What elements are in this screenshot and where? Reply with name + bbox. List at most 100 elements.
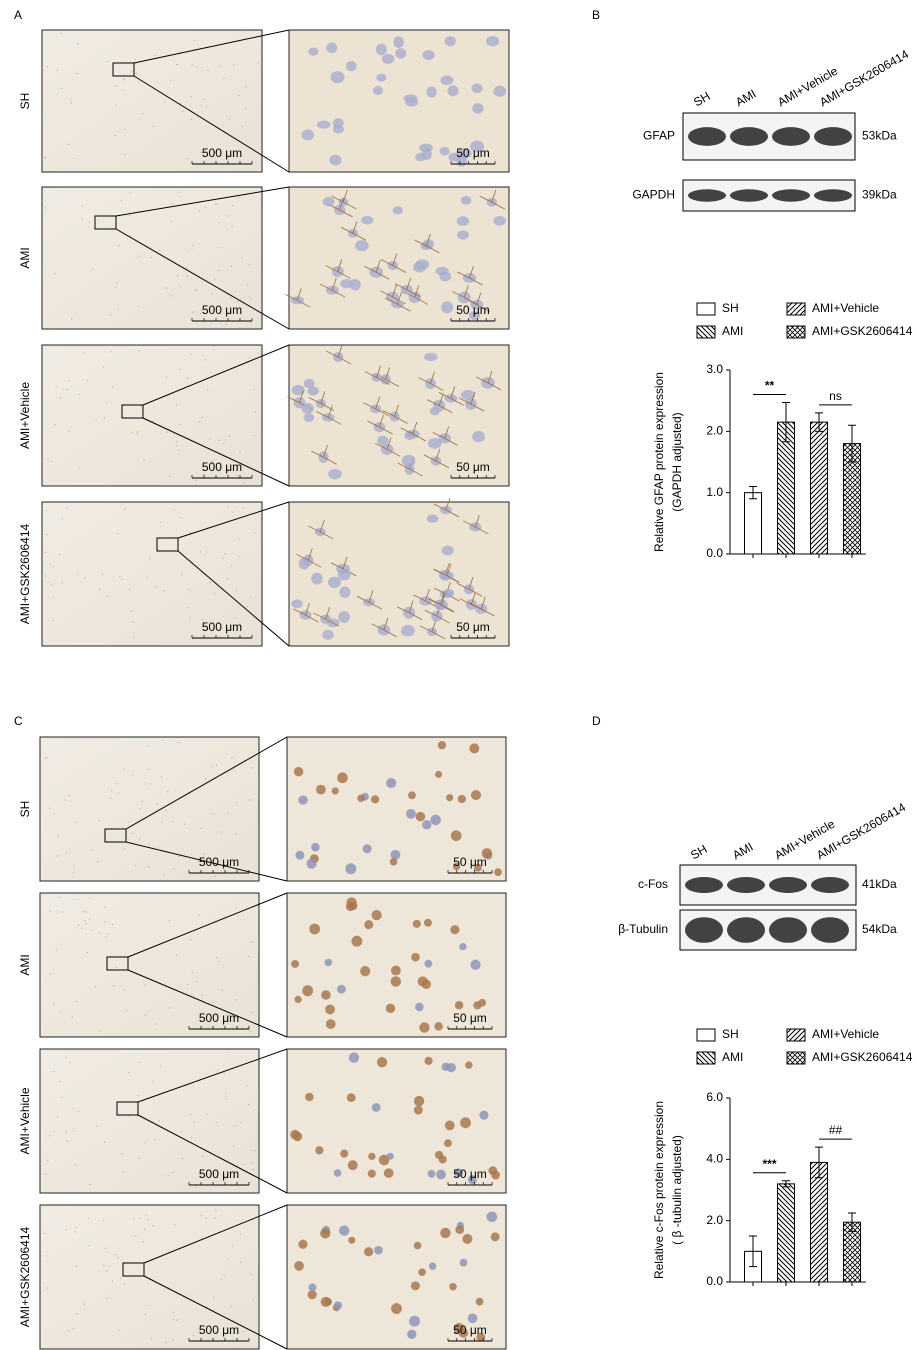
tissue-speck — [225, 323, 227, 326]
tissue-speck — [229, 118, 231, 120]
tissue-speck — [200, 828, 202, 830]
cell — [439, 146, 450, 156]
lane-label: SH — [691, 89, 712, 109]
tissue-speck — [50, 584, 53, 586]
tissue-speck — [212, 1001, 214, 1003]
tissue-speck — [166, 431, 168, 433]
tissue-speck — [60, 1096, 62, 1099]
process — [426, 393, 453, 413]
nucleus — [295, 850, 305, 860]
cell — [439, 271, 452, 282]
tissue-speck — [220, 636, 222, 638]
tissue-speck — [189, 532, 191, 534]
scale-label: 500 μm — [199, 1167, 239, 1181]
legend-label: AMI+Vehicle — [812, 1027, 879, 1041]
y-tick-label: 4.0 — [706, 1152, 723, 1166]
tissue-speck — [142, 113, 144, 115]
nucleus — [374, 1245, 383, 1255]
tissue-speck — [193, 1334, 195, 1337]
tissue-speck — [222, 557, 225, 559]
tissue-speck — [49, 1135, 51, 1137]
cell — [322, 629, 334, 640]
cell — [444, 36, 456, 47]
nucleus — [450, 925, 460, 935]
tissue-speck — [238, 538, 241, 540]
tissue-speck — [137, 305, 140, 307]
low-mag-image — [41, 29, 263, 173]
nucleus — [435, 770, 443, 778]
tissue-speck — [172, 1172, 174, 1174]
panel-label: D — [592, 714, 601, 728]
zoom-line — [133, 75, 290, 173]
zoom-box — [122, 1262, 145, 1277]
process — [285, 288, 311, 308]
cell — [330, 71, 345, 84]
tissue-speck — [257, 62, 259, 64]
nucleus — [316, 784, 326, 795]
tissue-speck — [199, 421, 201, 423]
cell — [415, 152, 426, 162]
tissue-speck — [123, 848, 126, 850]
error-bar — [815, 1146, 823, 1179]
error-bar — [848, 1212, 856, 1232]
tissue-speck — [195, 66, 198, 68]
process — [325, 259, 351, 279]
cell — [355, 240, 369, 252]
nucleus — [467, 1175, 477, 1185]
tissue-speck — [133, 1218, 135, 1220]
nucleus — [407, 1329, 417, 1339]
nucleus — [324, 958, 333, 967]
cell — [376, 73, 387, 82]
tissue-speck — [94, 985, 96, 988]
process — [394, 277, 420, 297]
tissue-speck — [199, 1324, 201, 1327]
cell — [303, 378, 315, 389]
nucleus — [389, 858, 398, 866]
nucleus — [469, 743, 480, 754]
bar — [744, 492, 762, 555]
tissue-speck — [229, 1172, 232, 1175]
cell — [426, 86, 437, 98]
tissue-speck — [230, 565, 232, 567]
tissue-speck — [200, 309, 202, 311]
tissue-speck — [68, 1330, 70, 1332]
bar — [777, 1183, 795, 1283]
tissue-speck — [190, 96, 192, 98]
band-size: 53kDa — [862, 129, 897, 143]
nucleus — [470, 789, 482, 801]
tissue-speck — [130, 432, 133, 434]
tissue-speck — [218, 439, 220, 441]
legend-label: AMI+GSK2606414 — [812, 324, 913, 338]
nucleus — [409, 1315, 420, 1327]
tissue-speck — [161, 821, 163, 823]
tissue-speck — [130, 610, 132, 612]
tissue-speck — [172, 1311, 174, 1313]
tissue-speck — [117, 532, 119, 535]
scale-label: 50 μm — [453, 1011, 487, 1025]
nucleus — [307, 1290, 317, 1300]
tissue-speck — [49, 973, 51, 975]
cell — [413, 262, 426, 273]
process — [320, 278, 346, 298]
tissue-speck — [65, 1056, 67, 1058]
band — [685, 917, 723, 943]
band-size: 39kDa — [862, 188, 897, 202]
process — [356, 590, 383, 610]
zoom-box — [156, 537, 179, 552]
tissue-speck — [61, 87, 63, 89]
tissue-speck — [223, 1274, 225, 1276]
process — [434, 563, 461, 583]
nucleus — [415, 811, 426, 822]
tissue-speck — [214, 1217, 216, 1219]
tissue-speck — [65, 852, 68, 854]
tissue-speck — [170, 220, 172, 223]
tissue-speck — [118, 244, 121, 246]
tissue-speck — [205, 778, 207, 780]
tissue-speck — [111, 790, 113, 792]
tissue-speck — [68, 794, 71, 796]
tissue-speck — [252, 1168, 255, 1170]
tissue-speck — [238, 556, 240, 558]
tissue-speck — [124, 154, 126, 156]
tissue-speck — [239, 1233, 242, 1236]
process — [308, 519, 334, 540]
